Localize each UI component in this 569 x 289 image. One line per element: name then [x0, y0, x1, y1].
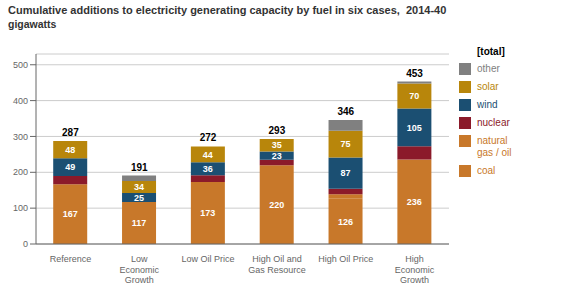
- svg-text:23: 23: [272, 151, 282, 161]
- svg-text:35: 35: [272, 140, 282, 150]
- html-text:wind: wind: [477, 99, 498, 110]
- svg-text:287: 287: [62, 127, 79, 138]
- svg-text:293: 293: [269, 125, 286, 136]
- html-text:gigawatts: gigawatts: [8, 18, 57, 30]
- svg-text:High Oil Price: High Oil Price: [318, 254, 373, 264]
- svg-text:191: 191: [131, 162, 148, 173]
- svg-text:236: 236: [407, 197, 422, 207]
- svg-text:Reference: Reference: [50, 254, 92, 264]
- svg-text:0: 0: [23, 239, 28, 249]
- html-text:other: other: [477, 63, 500, 74]
- svg-text:Low Oil Price: Low Oil Price: [182, 254, 235, 264]
- svg-text:100: 100: [13, 203, 28, 213]
- html-text:Cumulative additions to electr: Cumulative additions to electricity gene…: [8, 4, 447, 16]
- html-text:solar: solar: [477, 81, 499, 92]
- svg-text:75: 75: [341, 139, 351, 149]
- svg-text:453: 453: [406, 68, 423, 79]
- svg-text:173: 173: [200, 208, 215, 218]
- svg-text:105: 105: [407, 123, 422, 133]
- svg-text:167: 167: [63, 209, 78, 219]
- svg-text:346: 346: [337, 106, 354, 117]
- svg-text:High Oil andGas Resource: High Oil andGas Resource: [248, 254, 306, 274]
- svg-text:200: 200: [13, 167, 28, 177]
- svg-text:25: 25: [134, 193, 144, 203]
- svg-text:220: 220: [269, 200, 284, 210]
- svg-text:36: 36: [203, 164, 213, 174]
- svg-text:500: 500: [13, 60, 28, 70]
- svg-text:44: 44: [203, 150, 213, 160]
- html-text:coal: coal: [477, 165, 496, 176]
- svg-text:126: 126: [338, 217, 353, 227]
- svg-text:117: 117: [132, 218, 147, 228]
- svg-text:300: 300: [13, 132, 28, 142]
- svg-text:400: 400: [13, 96, 28, 106]
- html-text:nuclear: nuclear: [477, 117, 510, 128]
- svg-text:49: 49: [65, 162, 75, 172]
- svg-text:272: 272: [200, 132, 217, 143]
- html-text:natural gas / oil: natural gas / oil: [477, 135, 512, 158]
- svg-text:48: 48: [65, 145, 75, 155]
- svg-text:34: 34: [134, 182, 144, 192]
- svg-text:LowEconomicGrowth: LowEconomicGrowth: [119, 254, 159, 285]
- svg-text:HighEconomicGrowth: HighEconomicGrowth: [395, 254, 435, 285]
- html-text:[total]: [total]: [477, 46, 505, 57]
- svg-text:87: 87: [341, 168, 351, 178]
- svg-text:70: 70: [409, 91, 419, 101]
